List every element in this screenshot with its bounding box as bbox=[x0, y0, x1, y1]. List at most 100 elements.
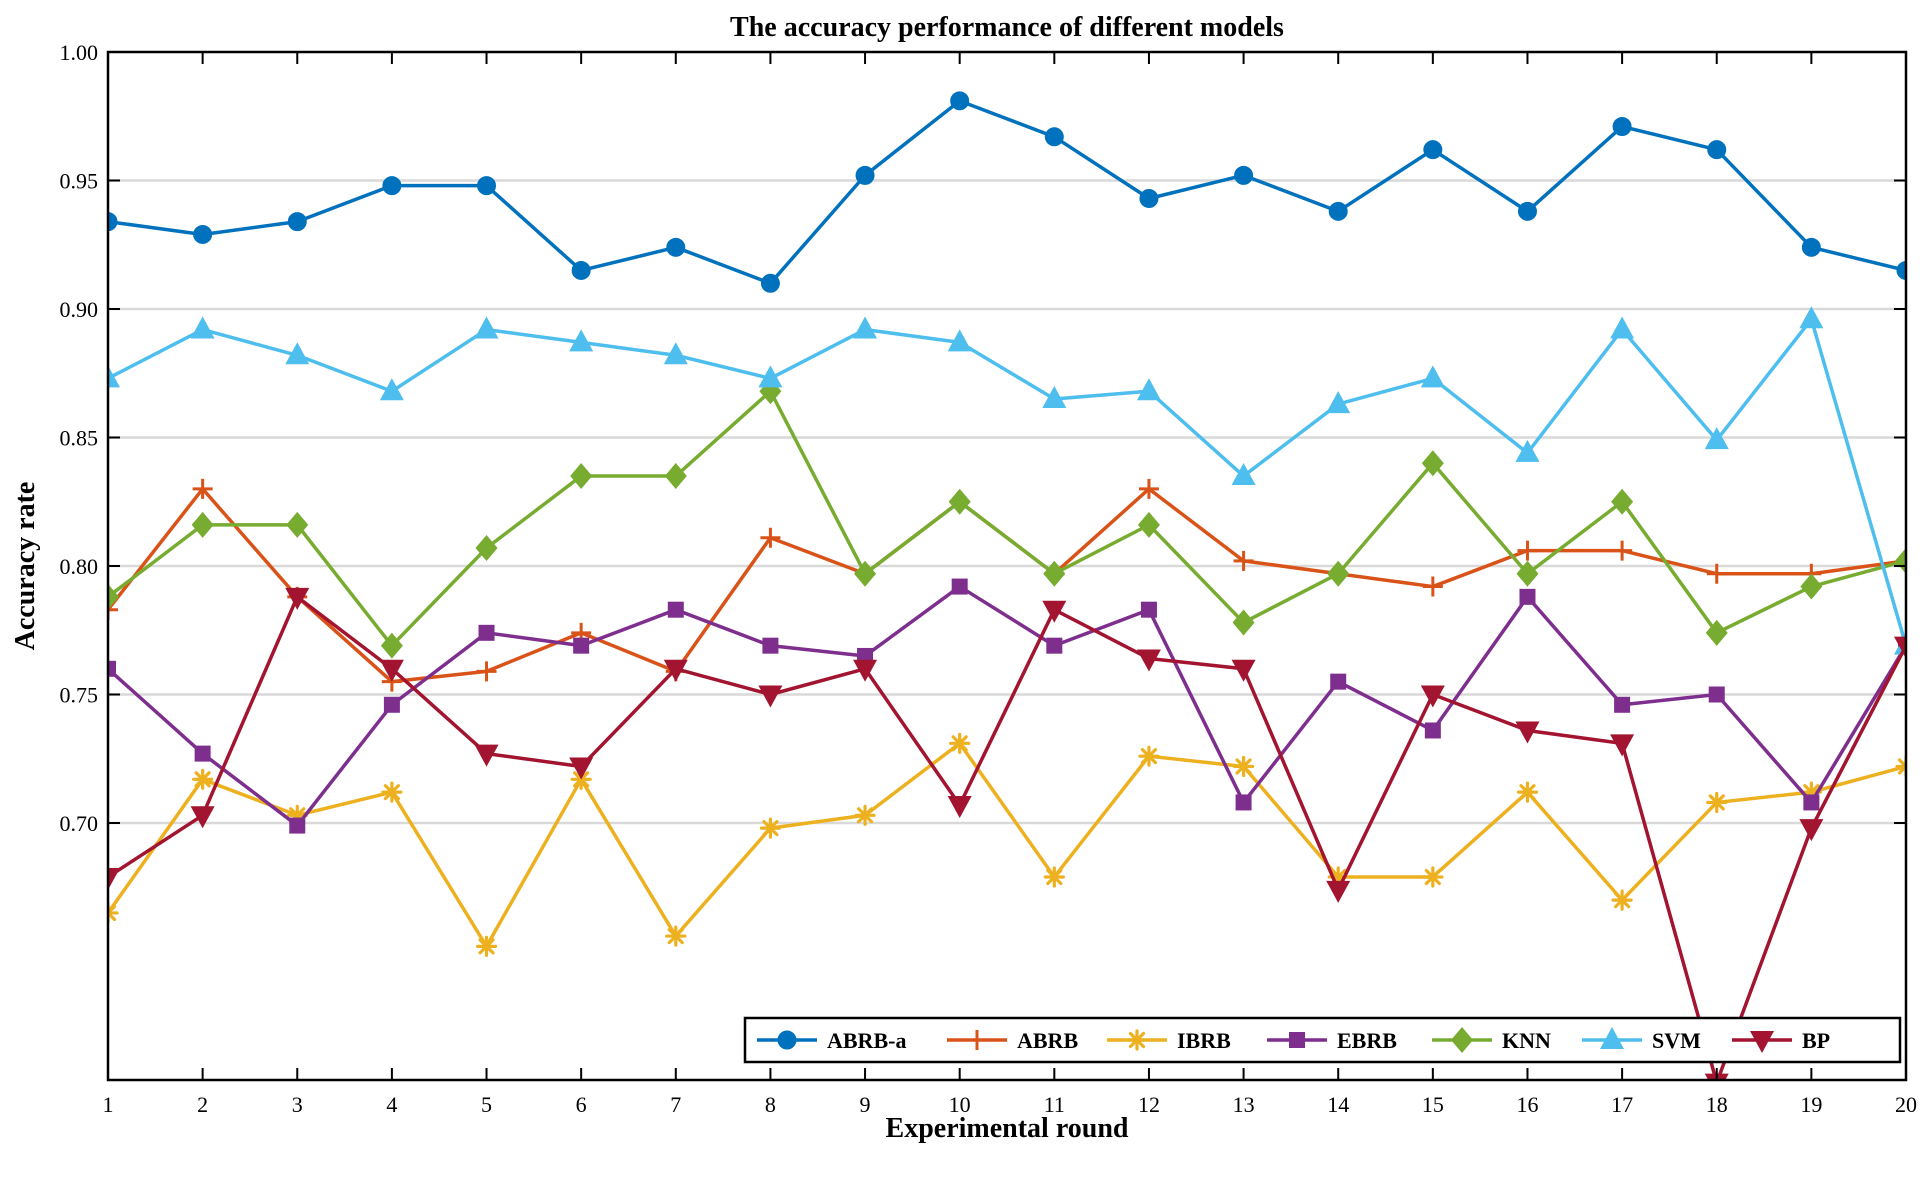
legend-item: BP bbox=[1732, 1028, 1830, 1053]
series-line bbox=[108, 741, 1906, 949]
legend-marker bbox=[1600, 1027, 1624, 1049]
data-point bbox=[1234, 165, 1254, 185]
x-tick-label: 4 bbox=[386, 1092, 397, 1117]
x-tick-label: 13 bbox=[1233, 1092, 1255, 1117]
data-point bbox=[379, 378, 404, 401]
data-point bbox=[1519, 588, 1536, 605]
data-point bbox=[1799, 306, 1824, 329]
y-axis-title: Accuracy rate bbox=[10, 482, 41, 651]
data-point bbox=[191, 511, 214, 538]
data-point bbox=[758, 685, 783, 708]
data-point bbox=[193, 224, 213, 244]
x-tick-label: 19 bbox=[1800, 1092, 1822, 1117]
data-point bbox=[1895, 547, 1906, 574]
data-point bbox=[1610, 734, 1635, 757]
data-point bbox=[194, 745, 211, 762]
legend-marker bbox=[1750, 1031, 1774, 1053]
data-point bbox=[192, 478, 213, 499]
y-tick-label: 0.80 bbox=[60, 554, 99, 579]
data-point bbox=[475, 935, 498, 957]
x-tick-label: 18 bbox=[1706, 1092, 1728, 1117]
axis-ticks: 0.700.750.800.850.900.951.001 2 3 4 5 6 7 8 9 10 1… bbox=[60, 40, 1918, 1117]
data-point bbox=[762, 637, 779, 654]
y-tick-label: 1.00 bbox=[60, 40, 99, 65]
x-tick-label: 20 bbox=[1895, 1092, 1917, 1117]
legend-item: ABRB-a bbox=[757, 1028, 906, 1053]
data-point bbox=[1706, 563, 1727, 584]
data-point bbox=[1232, 609, 1255, 636]
data-point bbox=[854, 560, 877, 587]
data-point bbox=[1800, 781, 1822, 803]
chart-title: The accuracy performance of different mo… bbox=[730, 12, 1284, 43]
data-point bbox=[1046, 637, 1063, 654]
data-point bbox=[1705, 619, 1728, 646]
legend-item: ABRB bbox=[947, 1028, 1078, 1053]
x-tick-label: 12 bbox=[1138, 1092, 1160, 1117]
data-point bbox=[1042, 385, 1067, 408]
data-point bbox=[286, 511, 309, 538]
legend-marker bbox=[1289, 1032, 1305, 1048]
data-point bbox=[1140, 601, 1157, 618]
data-point bbox=[1799, 819, 1824, 842]
data-point bbox=[663, 659, 688, 682]
data-point bbox=[1231, 463, 1256, 486]
legend-item: KNN bbox=[1432, 1027, 1551, 1053]
data-point bbox=[1233, 550, 1254, 571]
data-point bbox=[949, 732, 971, 754]
x-tick-label: 9 bbox=[860, 1092, 871, 1117]
data-point bbox=[285, 342, 310, 365]
series-line bbox=[108, 99, 1906, 286]
data-point bbox=[108, 212, 118, 232]
series-svm bbox=[108, 306, 1906, 655]
data-point bbox=[1708, 686, 1725, 703]
data-point bbox=[381, 781, 403, 803]
data-point bbox=[1707, 140, 1727, 160]
x-tick-label: 15 bbox=[1422, 1092, 1444, 1117]
data-point bbox=[1136, 649, 1161, 672]
data-point bbox=[1327, 866, 1349, 888]
data-point bbox=[1136, 378, 1161, 401]
legend-label: KNN bbox=[1502, 1028, 1551, 1053]
grid-lines bbox=[108, 179, 1906, 825]
data-point bbox=[108, 599, 118, 620]
series-line bbox=[108, 389, 1906, 648]
legend-label: IBRB bbox=[1177, 1028, 1231, 1053]
data-point bbox=[569, 329, 594, 352]
data-point bbox=[1137, 511, 1160, 538]
series-line bbox=[108, 584, 1906, 828]
data-point bbox=[663, 342, 688, 365]
data-point bbox=[1894, 636, 1906, 659]
data-point bbox=[665, 925, 687, 947]
data-point bbox=[1611, 889, 1633, 911]
data-point bbox=[285, 587, 310, 610]
data-point bbox=[666, 237, 686, 257]
data-point bbox=[1328, 201, 1348, 221]
legend-label: BP bbox=[1802, 1028, 1830, 1053]
data-point bbox=[1235, 794, 1252, 811]
data-point bbox=[1420, 685, 1445, 708]
series-line bbox=[108, 317, 1906, 647]
x-tick-label: 17 bbox=[1611, 1092, 1633, 1117]
data-point bbox=[1704, 427, 1729, 450]
data-point bbox=[289, 817, 306, 834]
series-abrb-a bbox=[108, 91, 1906, 293]
data-point bbox=[108, 583, 119, 610]
data-point bbox=[1422, 866, 1444, 888]
data-point bbox=[383, 696, 400, 713]
data-point bbox=[1327, 560, 1350, 587]
series-line bbox=[108, 487, 1906, 684]
data-point bbox=[1232, 755, 1255, 778]
data-point bbox=[1612, 540, 1633, 561]
data-point bbox=[1138, 745, 1160, 767]
data-point bbox=[1421, 450, 1444, 477]
legend-marker bbox=[1126, 1029, 1148, 1051]
data-point bbox=[108, 867, 120, 890]
legend-label: ABRB-a bbox=[827, 1028, 906, 1053]
data-point bbox=[1517, 540, 1538, 561]
series-knn bbox=[108, 378, 1906, 659]
data-point bbox=[758, 365, 783, 388]
x-tick-label: 7 bbox=[670, 1092, 681, 1117]
data-point bbox=[379, 659, 404, 682]
data-point bbox=[571, 260, 591, 280]
data-point bbox=[192, 768, 214, 790]
